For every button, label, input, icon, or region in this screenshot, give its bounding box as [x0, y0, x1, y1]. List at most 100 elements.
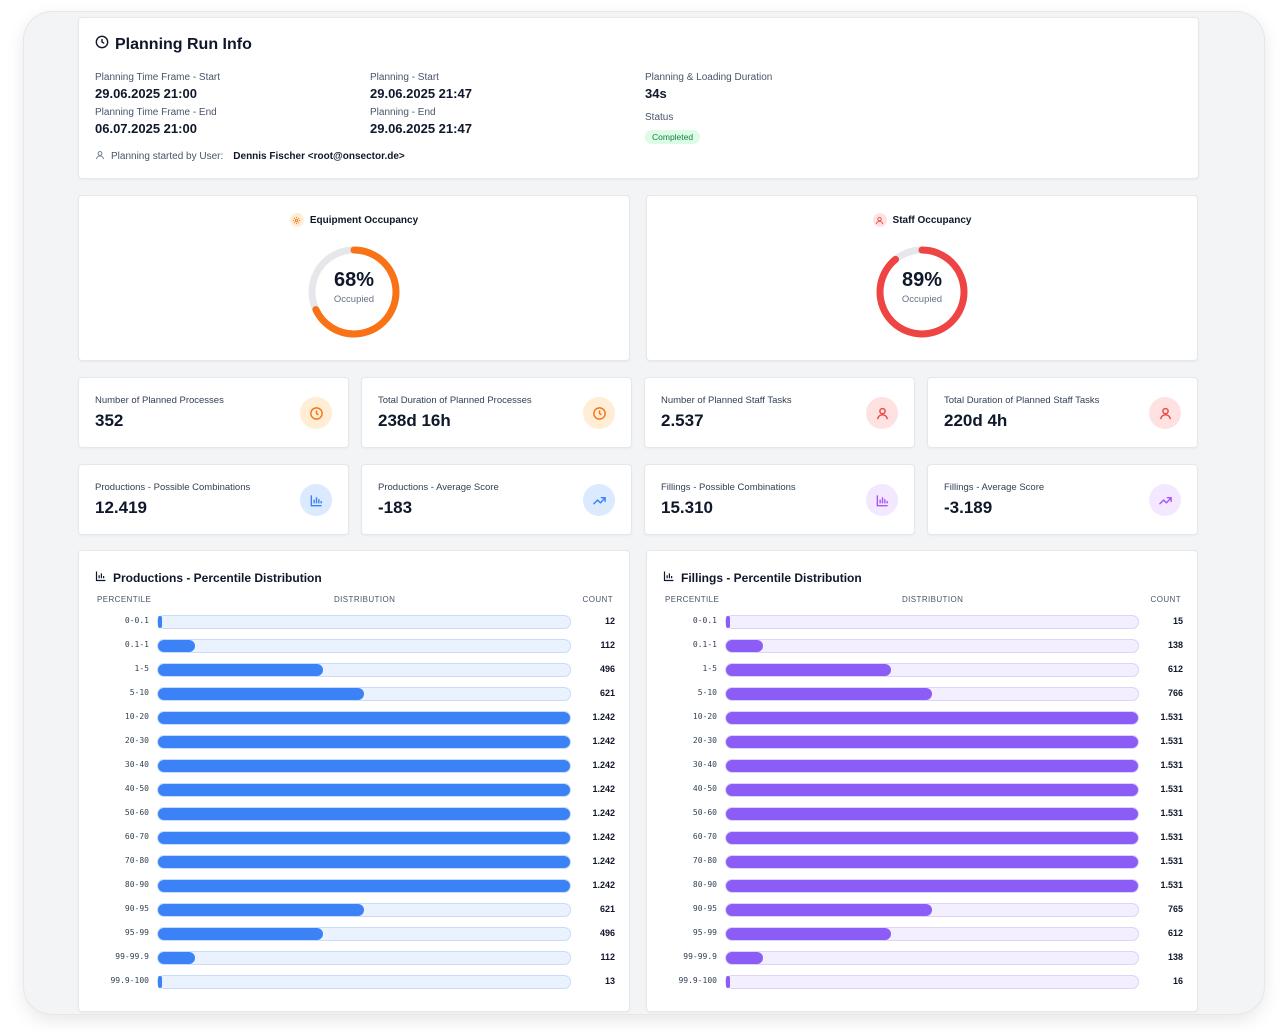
count-value: 612 — [1167, 928, 1183, 938]
percentile-label: 99.9-100 — [110, 976, 149, 985]
distribution-bar — [726, 904, 932, 916]
distribution-row: 70-80 1.242 — [79, 854, 631, 870]
started-by-label: Planning started by User: — [111, 151, 224, 162]
equipment-occupancy-donut: 68% Occupied — [306, 244, 402, 340]
productions-distribution-title: Productions - Percentile Distribution — [95, 570, 322, 585]
distribution-row: 80-90 1.242 — [79, 878, 631, 894]
distribution-row: 20-30 1.531 — [647, 734, 1199, 750]
stat-value: -3.189 — [944, 498, 993, 517]
percentile-label: 0-0.1 — [124, 616, 149, 625]
percentile-label: 0.1-1 — [124, 640, 149, 649]
started-by-row: Planning started by User: Dennis Fischer… — [95, 150, 405, 163]
distribution-bar-track — [157, 783, 571, 797]
distribution-bar-track — [157, 927, 571, 941]
distribution-bar — [158, 928, 323, 940]
staff-occupancy-title: Staff Occupancy — [647, 213, 1197, 227]
distribution-bar-track — [157, 807, 571, 821]
distribution-bar — [158, 856, 570, 868]
percentile-label: 90-95 — [124, 904, 149, 913]
stat-card: Total Duration of Planned Staff Tasks 22… — [927, 377, 1198, 448]
percentile-label: 10-20 — [124, 712, 149, 721]
count-value: 1.531 — [1160, 736, 1183, 746]
distribution-bar — [726, 712, 1138, 724]
user-icon — [95, 150, 105, 163]
percentile-label: 20-30 — [124, 736, 149, 745]
count-value: 12 — [604, 616, 615, 626]
equipment-occupancy-title: Equipment Occupancy — [79, 213, 629, 227]
distribution-bar — [158, 808, 570, 820]
distribution-row: 90-95 621 — [79, 902, 631, 918]
distribution-row: 5-10 621 — [79, 686, 631, 702]
stat-value: 12.419 — [95, 498, 147, 517]
distribution-bar — [726, 952, 764, 964]
equipment-occupancy-card: Equipment Occupancy 68% Occupied — [78, 195, 630, 361]
stat-value: 15.310 — [661, 498, 713, 517]
count-value: 1.531 — [1160, 856, 1183, 866]
bar-chart-icon — [663, 570, 675, 585]
distribution-bar — [158, 880, 570, 892]
distribution-bar — [158, 904, 364, 916]
equipment-occupancy-sub: Occupied — [333, 294, 375, 305]
tf-end-label: Planning Time Frame - End — [95, 107, 217, 118]
distribution-bar-track — [157, 711, 571, 725]
count-value: 13 — [604, 976, 615, 986]
distribution-bar-track — [157, 855, 571, 869]
distribution-row: 0.1-1 138 — [647, 638, 1199, 654]
stat-label: Number of Planned Staff Tasks — [661, 395, 792, 406]
stat-value: 238d 16h — [378, 411, 451, 430]
count-value: 1.531 — [1160, 880, 1183, 890]
stat-card: Number of Planned Staff Tasks 2.537 — [644, 377, 915, 448]
planning-run-info-card: Planning Run Info Planning Time Frame - … — [78, 17, 1199, 179]
percentile-label: 60-70 — [124, 832, 149, 841]
duration-label: Planning & Loading Duration — [645, 72, 773, 83]
count-value: 612 — [1167, 664, 1183, 674]
stat-label: Fillings - Average Score — [944, 482, 1045, 493]
distribution-row: 99-99.9 112 — [79, 950, 631, 966]
tf-start-value: 29.06.2025 21:00 — [95, 86, 197, 101]
cog-icon — [289, 213, 304, 227]
planning-end-value: 29.06.2025 21:47 — [370, 121, 472, 136]
percentile-label: 30-40 — [692, 760, 717, 769]
percentile-label: 10-20 — [692, 712, 717, 721]
count-value: 1.531 — [1160, 712, 1183, 722]
stat-card: Productions - Average Score -183 — [361, 464, 632, 535]
distribution-bar-track — [725, 711, 1139, 725]
percentile-label: 0.1-1 — [692, 640, 717, 649]
count-value: 621 — [599, 688, 615, 698]
fillings-distribution-card: Fillings - Percentile Distribution PERCE… — [646, 550, 1198, 1012]
stat-label: Productions - Average Score — [378, 482, 499, 493]
count-value: 138 — [1167, 640, 1183, 650]
status-badge: Completed — [645, 130, 701, 144]
count-value: 496 — [599, 664, 615, 674]
percentile-label: 1-5 — [702, 664, 717, 673]
distribution-row: 50-60 1.242 — [79, 806, 631, 822]
planning-start-value: 29.06.2025 21:47 — [370, 86, 472, 101]
distribution-row: 95-99 496 — [79, 926, 631, 942]
distribution-bar-track — [725, 879, 1139, 893]
distribution-bar — [158, 688, 364, 700]
distribution-bar-track — [725, 759, 1139, 773]
percentile-label: 80-90 — [124, 880, 149, 889]
distribution-row: 60-70 1.531 — [647, 830, 1199, 846]
equipment-occupancy-percent: 68% — [333, 269, 375, 291]
bar-chart-icon — [95, 570, 107, 585]
count-value: 1.242 — [592, 736, 615, 746]
count-value: 1.242 — [592, 712, 615, 722]
count-header: COUNT — [582, 595, 613, 604]
tf-end-value: 06.07.2025 21:00 — [95, 121, 197, 136]
count-value: 16 — [1172, 976, 1183, 986]
percentile-label: 95-99 — [692, 928, 717, 937]
user-icon — [866, 397, 898, 429]
bar-chart-icon — [300, 484, 332, 516]
distribution-row: 40-50 1.242 — [79, 782, 631, 798]
percentile-label: 5-10 — [697, 688, 717, 697]
count-value: 1.242 — [592, 760, 615, 770]
stat-card: Fillings - Possible Combinations 15.310 — [644, 464, 915, 535]
distribution-bar-track — [157, 735, 571, 749]
distribution-row: 0-0.1 12 — [79, 614, 631, 630]
distribution-bar-track — [157, 663, 571, 677]
percentile-header: PERCENTILE — [97, 595, 152, 604]
distribution-row: 5-10 766 — [647, 686, 1199, 702]
distribution-row: 1-5 496 — [79, 662, 631, 678]
distribution-bar — [158, 736, 570, 748]
